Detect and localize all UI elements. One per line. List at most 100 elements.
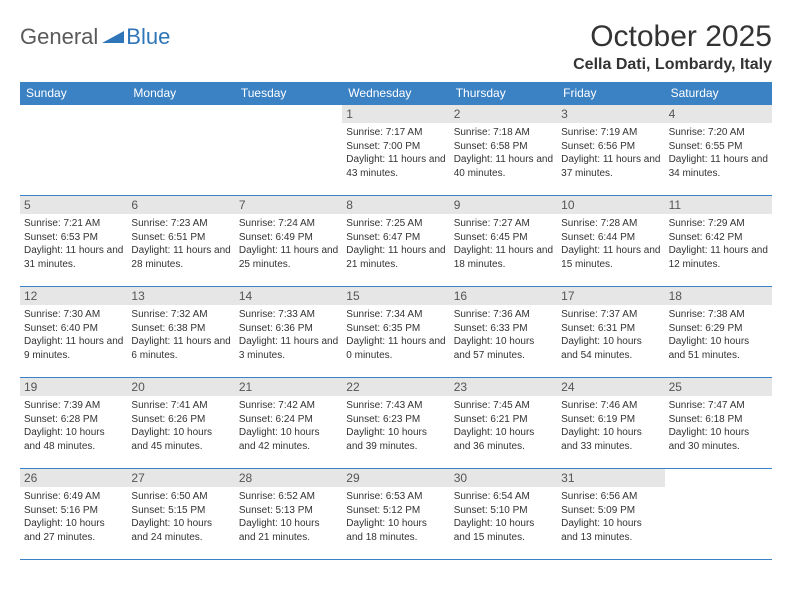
calendar-cell: 20Sunrise: 7:41 AMSunset: 6:26 PMDayligh… bbox=[127, 378, 234, 468]
day-number: 15 bbox=[342, 287, 449, 305]
dow-saturday: Saturday bbox=[665, 82, 772, 104]
day-number: 2 bbox=[450, 105, 557, 123]
calendar-cell: 11Sunrise: 7:29 AMSunset: 6:42 PMDayligh… bbox=[665, 196, 772, 286]
logo-triangle-icon bbox=[102, 27, 124, 48]
calendar-row: 5Sunrise: 7:21 AMSunset: 6:53 PMDaylight… bbox=[20, 195, 772, 286]
sunset-text: Sunset: 6:56 PM bbox=[561, 140, 660, 154]
sunrise-text: Sunrise: 7:42 AM bbox=[239, 399, 338, 413]
day-number: 8 bbox=[342, 196, 449, 214]
sunrise-text: Sunrise: 6:54 AM bbox=[454, 490, 553, 504]
daylight-text: Daylight: 10 hours and 15 minutes. bbox=[454, 517, 553, 544]
calendar-cell: 28 Sunrise: 6:52 AMSunset: 5:13 PMDayligh… bbox=[235, 469, 342, 559]
calendar-cell bbox=[235, 105, 342, 195]
calendar-cell: 31Sunrise: 6:56 AMSunset: 5:09 PMDayligh… bbox=[557, 469, 664, 559]
sunrise-text: Sunrise: 7:23 AM bbox=[131, 217, 230, 231]
sunrise-text: Sunrise: 7:45 AM bbox=[454, 399, 553, 413]
page-header: General Blue October 2025 Cella Dati, Lo… bbox=[20, 20, 772, 74]
calendar-cell: 2 Sunrise: 7:18 AMSunset: 6:58 PMDaylight… bbox=[450, 105, 557, 195]
location-text: Cella Dati, Lombardy, Italy bbox=[573, 56, 772, 74]
sunrise-text: Sunrise: 7:24 AM bbox=[239, 217, 338, 231]
calendar-cell: 4Sunrise: 7:20 AMSunset: 6:55 PMDaylight… bbox=[665, 105, 772, 195]
day-number: 4 bbox=[665, 105, 772, 123]
sunset-text: Sunset: 6:58 PM bbox=[454, 140, 553, 154]
calendar-cell: 15 Sunrise: 7:34 AMSunset: 6:35 PMDayligh… bbox=[342, 287, 449, 377]
daylight-text: Daylight: 10 hours and 13 minutes. bbox=[561, 517, 660, 544]
sunset-text: Sunset: 5:09 PM bbox=[561, 504, 660, 518]
daylight-text: Daylight: 10 hours and 42 minutes. bbox=[239, 426, 338, 453]
sunrise-text: Sunrise: 7:21 AM bbox=[24, 217, 123, 231]
sunset-text: Sunset: 6:18 PM bbox=[669, 413, 768, 427]
daylight-text: Daylight: 10 hours and 48 minutes. bbox=[24, 426, 123, 453]
calendar-cell bbox=[20, 105, 127, 195]
daylight-text: Daylight: 10 hours and 24 minutes. bbox=[131, 517, 230, 544]
daylight-text: Daylight: 11 hours and 0 minutes. bbox=[346, 335, 445, 362]
sunrise-text: Sunrise: 7:43 AM bbox=[346, 399, 445, 413]
calendar-cell: 12Sunrise: 7:30 AMSunset: 6:40 PMDayligh… bbox=[20, 287, 127, 377]
daylight-text: Daylight: 10 hours and 30 minutes. bbox=[669, 426, 768, 453]
sunset-text: Sunset: 5:16 PM bbox=[24, 504, 123, 518]
calendar-cell: 26Sunrise: 6:49 AMSunset: 5:16 PMDayligh… bbox=[20, 469, 127, 559]
sunrise-text: Sunrise: 7:41 AM bbox=[131, 399, 230, 413]
sunset-text: Sunset: 5:10 PM bbox=[454, 504, 553, 518]
daylight-text: Daylight: 11 hours and 21 minutes. bbox=[346, 244, 445, 271]
daylight-text: Daylight: 10 hours and 36 minutes. bbox=[454, 426, 553, 453]
day-details: Sunrise: 7:47 AMSunset: 6:18 PMDaylight:… bbox=[669, 399, 768, 453]
day-number: 7 bbox=[235, 196, 342, 214]
day-details: Sunrise: 7:19 AMSunset: 6:56 PMDaylight:… bbox=[561, 126, 660, 180]
calendar-cell: 9Sunrise: 7:27 AMSunset: 6:45 PMDaylight… bbox=[450, 196, 557, 286]
day-number: 30 bbox=[450, 469, 557, 487]
calendar-cell: 27Sunrise: 6:50 AMSunset: 5:15 PMDayligh… bbox=[127, 469, 234, 559]
day-details: Sunrise: 7:34 AMSunset: 6:35 PMDaylight:… bbox=[346, 308, 445, 362]
day-number: 22 bbox=[342, 378, 449, 396]
day-details: Sunrise: 7:37 AMSunset: 6:31 PMDaylight:… bbox=[561, 308, 660, 362]
sunrise-text: Sunrise: 7:30 AM bbox=[24, 308, 123, 322]
sunrise-text: Sunrise: 7:18 AM bbox=[454, 126, 553, 140]
calendar-row: 12Sunrise: 7:30 AMSunset: 6:40 PMDayligh… bbox=[20, 286, 772, 377]
sunset-text: Sunset: 5:15 PM bbox=[131, 504, 230, 518]
day-details: Sunrise: 7:24 AMSunset: 6:49 PMDaylight:… bbox=[239, 217, 338, 271]
day-details: Sunrise: 6:54 AMSunset: 5:10 PMDaylight:… bbox=[454, 490, 553, 544]
day-number: 3 bbox=[557, 105, 664, 123]
sunset-text: Sunset: 5:13 PM bbox=[239, 504, 338, 518]
sunset-text: Sunset: 6:38 PM bbox=[131, 322, 230, 336]
day-number: 19 bbox=[20, 378, 127, 396]
day-number: 20 bbox=[127, 378, 234, 396]
calendar-cell: 25Sunrise: 7:47 AMSunset: 6:18 PMDayligh… bbox=[665, 378, 772, 468]
daylight-text: Daylight: 10 hours and 54 minutes. bbox=[561, 335, 660, 362]
calendar-body: 1Sunrise: 7:17 AMSunset: 7:00 PMDaylight… bbox=[20, 104, 772, 560]
sunrise-text: Sunrise: 7:46 AM bbox=[561, 399, 660, 413]
calendar-header-row: Sunday Monday Tuesday Wednesday Thursday… bbox=[20, 82, 772, 104]
day-details: Sunrise: 7:38 AMSunset: 6:29 PMDaylight:… bbox=[669, 308, 768, 362]
sunset-text: Sunset: 6:53 PM bbox=[24, 231, 123, 245]
sunrise-text: Sunrise: 7:36 AM bbox=[454, 308, 553, 322]
day-details: Sunrise: 7:23 AMSunset: 6:51 PMDaylight:… bbox=[131, 217, 230, 271]
daylight-text: Daylight: 11 hours and 25 minutes. bbox=[239, 244, 338, 271]
daylight-text: Daylight: 10 hours and 27 minutes. bbox=[24, 517, 123, 544]
calendar-cell: 1Sunrise: 7:17 AMSunset: 7:00 PMDaylight… bbox=[342, 105, 449, 195]
sunset-text: Sunset: 6:49 PM bbox=[239, 231, 338, 245]
sunrise-text: Sunrise: 7:19 AM bbox=[561, 126, 660, 140]
sunrise-text: Sunrise: 6:56 AM bbox=[561, 490, 660, 504]
daylight-text: Daylight: 11 hours and 40 minutes. bbox=[454, 153, 553, 180]
sunrise-text: Sunrise: 7:32 AM bbox=[131, 308, 230, 322]
daylight-text: Daylight: 11 hours and 37 minutes. bbox=[561, 153, 660, 180]
sunrise-text: Sunrise: 7:34 AM bbox=[346, 308, 445, 322]
logo: General Blue bbox=[20, 20, 170, 50]
sunset-text: Sunset: 6:33 PM bbox=[454, 322, 553, 336]
day-details: Sunrise: 6:52 AMSunset: 5:13 PMDaylight:… bbox=[239, 490, 338, 544]
logo-text-blue: Blue bbox=[126, 24, 170, 50]
sunrise-text: Sunrise: 7:39 AM bbox=[24, 399, 123, 413]
day-number: 6 bbox=[127, 196, 234, 214]
day-number: 28 bbox=[235, 469, 342, 487]
day-details: Sunrise: 7:30 AMSunset: 6:40 PMDaylight:… bbox=[24, 308, 123, 362]
sunrise-text: Sunrise: 6:52 AM bbox=[239, 490, 338, 504]
sunrise-text: Sunrise: 7:27 AM bbox=[454, 217, 553, 231]
dow-thursday: Thursday bbox=[450, 82, 557, 104]
sunset-text: Sunset: 6:45 PM bbox=[454, 231, 553, 245]
calendar-page: General Blue October 2025 Cella Dati, Lo… bbox=[0, 0, 792, 612]
sunrise-text: Sunrise: 7:29 AM bbox=[669, 217, 768, 231]
daylight-text: Daylight: 11 hours and 15 minutes. bbox=[561, 244, 660, 271]
calendar-cell: 10Sunrise: 7:28 AMSunset: 6:44 PMDayligh… bbox=[557, 196, 664, 286]
day-details: Sunrise: 7:33 AMSunset: 6:36 PMDaylight:… bbox=[239, 308, 338, 362]
calendar-cell: 30 Sunrise: 6:54 AMSunset: 5:10 PMDayligh… bbox=[450, 469, 557, 559]
